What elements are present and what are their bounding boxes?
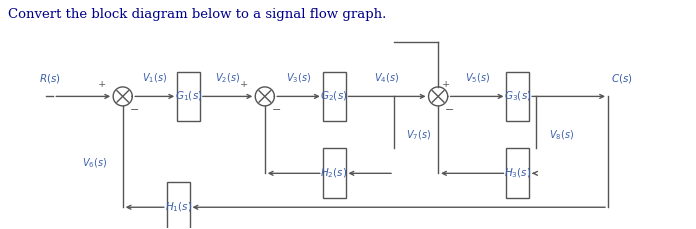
Text: $C(s)$: $C(s)$ [611,72,633,85]
Text: +: + [98,80,106,89]
Bar [507,148,529,198]
Text: Convert the block diagram below to a signal flow graph.: Convert the block diagram below to a sig… [8,8,387,21]
Bar [177,71,200,121]
Text: −: − [445,105,454,115]
Text: $V_4(s)$: $V_4(s)$ [374,71,400,85]
Text: $G_3(s)$: $G_3(s)$ [504,90,532,103]
Bar [323,71,345,121]
Text: $V_6(s)$: $V_6(s)$ [82,157,108,170]
Text: $H_1(s)$: $H_1(s)$ [164,200,192,214]
Text: $V_8(s)$: $V_8(s)$ [548,128,574,142]
Text: +: + [441,80,450,89]
Text: $G_1(s)$: $G_1(s)$ [175,90,203,103]
Text: $G_2(s)$: $G_2(s)$ [320,90,348,103]
Text: $V_1(s)$: $V_1(s)$ [142,71,167,85]
Text: $H_3(s)$: $H_3(s)$ [504,166,532,180]
Text: $R(s)$: $R(s)$ [39,72,61,85]
Text: $V_2(s)$: $V_2(s)$ [215,71,240,85]
Text: −: − [271,105,281,115]
Text: −: − [129,105,139,115]
Text: $V_7(s)$: $V_7(s)$ [406,128,432,142]
Text: $H_2(s)$: $H_2(s)$ [320,166,348,180]
Bar [507,71,529,121]
Bar [323,148,345,198]
Text: +: + [240,80,248,89]
Text: $V_5(s)$: $V_5(s)$ [464,71,489,85]
Text: $V_3(s)$: $V_3(s)$ [286,71,311,85]
Bar [167,182,189,229]
